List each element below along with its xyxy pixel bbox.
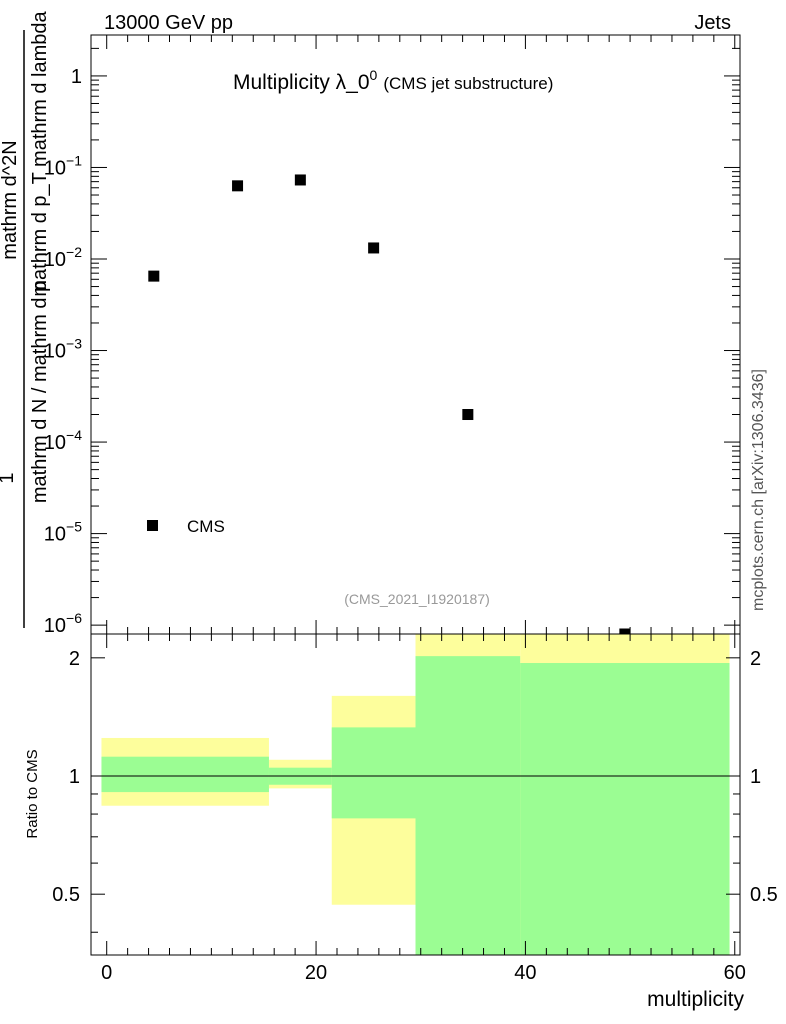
- y-tick-label: 10−3: [44, 336, 82, 363]
- data-point: [232, 180, 244, 192]
- ratio-y-tick-label-left: 0.5: [52, 884, 80, 906]
- y-tick-label: 10−6: [44, 610, 82, 637]
- ratio-plot-tick-labels: 0.5 0.51 12 20 20 40 60: [52, 648, 778, 984]
- main-plot-panel: 1 10−1 10−2 10−3 10−4 10−5 10−6 Multiplicity λ…: [0, 10, 741, 640]
- x-axis-title: multiplicity: [647, 988, 744, 1011]
- ratio-y-tick-label-right: 2: [750, 648, 761, 670]
- x-tick-label: 40: [514, 962, 536, 984]
- ratio-y-tick-label-right: 0.5: [750, 884, 778, 906]
- y-tick-label: 10−5: [44, 519, 82, 546]
- data-point: [368, 242, 380, 254]
- y-tick-label: 10−4: [44, 427, 82, 454]
- ratio-y-tick-label-right: 1: [750, 766, 761, 788]
- source-watermark: mcplots.cern.ch [arXiv:1306.3436]: [750, 369, 767, 611]
- main-plot-ticks: [91, 35, 740, 634]
- y-tick-label: 10−2: [44, 244, 82, 271]
- x-tick-label: 0: [101, 962, 112, 984]
- y-axis-title-numerator: 1: [0, 472, 18, 483]
- main-plot-frame: [90, 34, 741, 635]
- inner-uncertainty-band: [331, 727, 416, 819]
- legend-label: CMS: [187, 517, 225, 536]
- y-tick-label: 1: [71, 66, 82, 88]
- analysis-id: (CMS_2021_I1920187): [344, 591, 490, 607]
- ratio-plot-frame: [90, 633, 741, 956]
- data-markers: [148, 174, 631, 640]
- data-point: [294, 174, 306, 186]
- x-tick-label: 60: [724, 962, 746, 984]
- ratio-plot-ticks: [91, 634, 740, 955]
- y-axis-title: 1 mathrm d N / mathrm d p mathrm d^2N ma…: [0, 10, 51, 628]
- y-axis-title-numerator-bottom: mathrm d N / mathrm d p: [29, 281, 51, 503]
- y-axis-title-denominator: mathrm d^2N: [0, 140, 21, 259]
- legend-marker: [147, 520, 158, 531]
- x-tick-label: 20: [305, 962, 327, 984]
- data-point: [148, 270, 160, 282]
- ratio-y-tick-label-left: 1: [69, 766, 80, 788]
- ratio-y-axis-title: Ratio to CMS: [24, 749, 41, 838]
- main-plot-y-tick-labels: 1 10−1 10−2 10−3 10−4 10−5 10−6: [44, 66, 82, 637]
- ratio-plot-panel: 0.5 0.51 12 20 20 40 60 Ratio to CMS multiplic…: [24, 633, 778, 1011]
- inner-uncertainty-band: [520, 663, 730, 955]
- ratio-y-tick-label-left: 2: [69, 648, 80, 670]
- energy-label: 13000 GeV pp: [104, 12, 233, 34]
- ratio-bands: [101, 634, 730, 955]
- y-axis-title-denominator-bottom: mathrm d p_T mathrm d lambda: [29, 10, 51, 296]
- inner-uncertainty-band: [101, 756, 269, 793]
- y-tick-label: 10−1: [44, 152, 82, 179]
- inner-uncertainty-band: [415, 656, 521, 955]
- process-label: Jets: [694, 12, 731, 34]
- plot-title: Multiplicity λ_00 (CMS jet substructure): [233, 67, 553, 94]
- data-point: [462, 409, 474, 421]
